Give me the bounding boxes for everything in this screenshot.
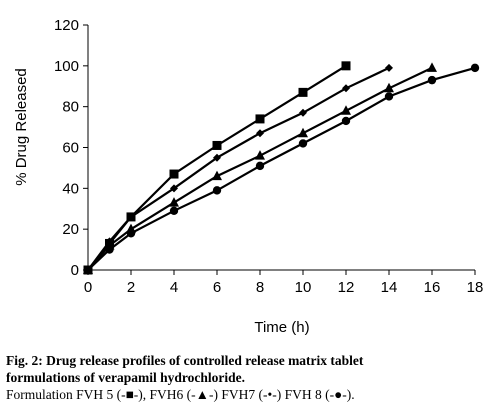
data-point-fvh8 (341, 116, 351, 126)
data-point-fvh6 (341, 105, 351, 115)
x-tick-label: 12 (338, 279, 355, 296)
axes-layer: % Drug Released Time (h) (13, 25, 475, 336)
data-point-fvh8 (83, 265, 93, 275)
data-point-fvh6 (212, 170, 222, 181)
chart-area: % Drug Released Time (h) 0 20 40 60 80 100 120… (13, 17, 483, 336)
data-point-fvh5 (255, 114, 265, 124)
x-tick-label: 2 (127, 279, 135, 296)
data-point-fvh8 (169, 206, 179, 215)
series-line-fvh7 (87, 66, 390, 271)
drug-release-chart: % Drug Released Time (h) 020406080100120… (13, 17, 483, 336)
data-point-fvh8 (105, 245, 114, 254)
data-point-fvh8 (298, 139, 308, 148)
x-tick-label: 14 (381, 279, 398, 296)
x-tick-label: 0 (84, 279, 92, 296)
caption-line-3: Formulation FVH 5 (-■-), FVH6 (-▲-) FVH7… (6, 387, 355, 402)
series-layer (83, 61, 480, 275)
series-fvh5 (83, 61, 351, 275)
x-axis-title: Time (h) (254, 319, 309, 336)
data-point-fvh7 (105, 237, 114, 246)
series-line-fvh6 (87, 66, 433, 271)
y-tick-label: 100 (54, 58, 79, 75)
y-tick-label: 80 (62, 99, 79, 116)
caption-line-1: Fig. 2: Drug release profiles of control… (6, 353, 364, 368)
data-point-fvh8 (384, 92, 394, 101)
data-point-fvh6 (255, 150, 265, 160)
data-point-fvh6 (169, 197, 179, 207)
data-point-fvh8 (255, 161, 265, 171)
data-point-fvh7 (256, 129, 264, 138)
data-point-fvh5 (212, 140, 222, 150)
data-point-fvh8 (126, 229, 136, 238)
data-point-fvh5 (341, 61, 351, 71)
data-point-fvh8 (427, 75, 437, 85)
series-fvh7 (84, 63, 393, 274)
x-tick-label: 8 (256, 279, 264, 296)
y-tick-label: 20 (62, 221, 79, 238)
data-point-fvh7 (127, 212, 135, 221)
data-point-fvh5 (298, 87, 308, 97)
data-point-fvh7 (213, 153, 221, 162)
data-point-fvh8 (470, 63, 480, 73)
data-point-fvh7 (170, 184, 178, 193)
data-point-fvh5 (169, 169, 179, 179)
ticks-layer: 0 20 40 60 80 100 120 0 2 4 6 8 10 12 14 16 18 (54, 17, 483, 296)
x-tick-label: 4 (170, 279, 178, 296)
y-tick-label: 120 (54, 17, 79, 34)
data-point-fvh6 (427, 62, 437, 72)
x-tick-label: 10 (295, 279, 312, 296)
data-point-fvh7 (342, 84, 350, 93)
y-axis-title: % Drug Released (13, 68, 30, 186)
series-line-fvh8 (87, 66, 476, 271)
figure-caption: Fig. 2: Drug release profiles of control… (6, 352, 494, 403)
data-point-fvh6 (384, 82, 394, 93)
data-point-fvh7 (299, 108, 307, 117)
data-point-fvh8 (212, 186, 222, 195)
caption-line-2: formulations of verapamil hydrochloride. (6, 370, 245, 385)
data-point-fvh7 (385, 63, 393, 72)
data-point-fvh6 (298, 127, 308, 138)
x-tick-label: 16 (424, 279, 441, 296)
y-tick-label: 60 (62, 140, 79, 157)
series-fvh8 (83, 63, 480, 275)
x-tick-label: 18 (467, 279, 484, 296)
x-tick-label: 6 (213, 279, 221, 296)
y-tick-label: 40 (62, 180, 79, 197)
y-tick-label: 0 (71, 262, 79, 279)
